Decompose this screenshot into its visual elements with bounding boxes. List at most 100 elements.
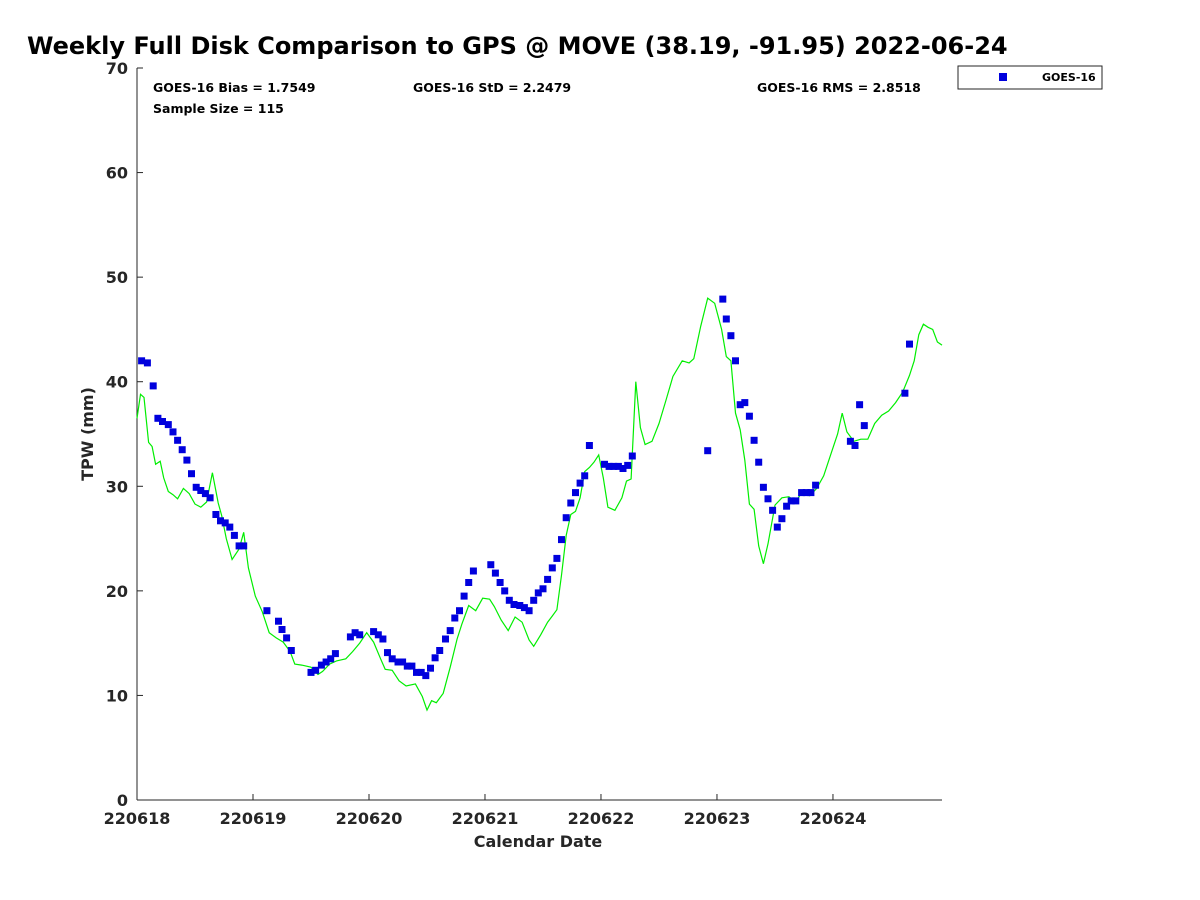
goes16-point — [399, 658, 407, 666]
goes16-point — [755, 458, 763, 466]
goes16-point — [802, 489, 810, 497]
goes16-point — [510, 601, 518, 608]
goes16-point — [431, 654, 439, 662]
goes16-point — [138, 357, 146, 365]
std-stat: GOES-16 StD = 2.2479 — [413, 80, 571, 95]
goes16-point — [183, 456, 191, 464]
rms-stat: GOES-16 RMS = 2.8518 — [757, 80, 921, 95]
goes16-point — [427, 664, 434, 672]
goes16-point — [226, 523, 234, 531]
goes16-point — [149, 382, 157, 390]
goes16-point — [769, 506, 777, 514]
legend: GOES-16 — [957, 65, 1103, 90]
goes16-point — [605, 462, 613, 470]
goes16-point — [221, 519, 229, 527]
goes16-point — [505, 596, 513, 604]
goes16-point — [275, 617, 282, 625]
goes16-point — [379, 635, 387, 643]
goes16-point — [792, 497, 800, 505]
goes16-point — [783, 502, 791, 510]
goes16-point — [520, 604, 528, 612]
goes16-point — [394, 658, 402, 666]
x-tick-label: 220619 — [220, 809, 287, 828]
goes16-point — [188, 470, 195, 478]
goes16-point — [750, 436, 758, 444]
goes16-point — [154, 414, 162, 422]
y-tick-label: 20 — [106, 582, 128, 601]
y-tick-label: 0 — [117, 791, 128, 810]
x-tick-label: 220621 — [452, 809, 519, 828]
goes16-point — [446, 627, 454, 635]
goes16-point — [732, 357, 739, 365]
goes16-point — [901, 389, 909, 397]
goes16-series-layer — [138, 295, 913, 680]
goes16-point — [164, 421, 172, 429]
goes16-point — [851, 442, 859, 449]
goes16-point — [567, 499, 575, 507]
goes16-point — [860, 422, 868, 430]
goes16-point — [178, 446, 186, 454]
y-axis-ticks: 0 10 20 30 40 50 60 70 — [106, 59, 143, 810]
y-axis-label: TPW (mm) — [78, 387, 97, 481]
goes16-point — [727, 332, 735, 340]
gps-tpw-line — [136, 297, 943, 712]
goes16-point — [417, 668, 425, 676]
goes16-point — [346, 633, 354, 641]
goes16-point — [491, 569, 499, 577]
goes16-point — [562, 514, 570, 522]
goes16-point — [544, 575, 552, 583]
y-tick-label: 60 — [106, 164, 128, 183]
goes16-point — [539, 585, 547, 593]
goes16-point — [413, 668, 420, 676]
legend-box — [957, 65, 1103, 90]
goes16-point — [525, 607, 533, 615]
goes16-point — [585, 442, 593, 449]
goes16-point — [192, 483, 200, 491]
goes16-point — [628, 452, 636, 460]
x-tick-label: 220618 — [104, 809, 171, 828]
goes16-point — [408, 662, 416, 670]
goes16-point — [307, 668, 315, 676]
goes16-point — [548, 564, 556, 572]
goes16-point — [704, 447, 712, 455]
goes16-point — [610, 462, 618, 470]
goes16-point — [516, 602, 524, 609]
goes16-point — [496, 579, 504, 586]
goes16-point — [283, 634, 291, 642]
goes16-point — [327, 655, 335, 663]
goes16-point — [278, 626, 286, 633]
goes16-point — [764, 495, 772, 503]
goes16-point — [530, 596, 538, 604]
x-axis-label: Calendar Date — [474, 832, 603, 851]
x-tick-label: 220620 — [336, 809, 403, 828]
x-tick-label: 220622 — [568, 809, 635, 828]
goes16-point — [356, 631, 364, 639]
goes16-point — [436, 647, 444, 654]
goes16-point — [773, 523, 781, 531]
goes16-point — [263, 607, 271, 615]
goes16-point — [456, 607, 463, 615]
goes16-point — [798, 489, 806, 497]
goes16-point — [384, 649, 391, 657]
goes16-point — [351, 629, 359, 637]
legend-marker — [999, 73, 1007, 81]
goes16-point — [159, 418, 166, 425]
goes16-point — [370, 628, 378, 636]
goes16-point — [403, 662, 411, 670]
bias-stat: GOES-16 Bias = 1.7549 — [153, 80, 315, 95]
plot-area — [136, 68, 942, 801]
y-tick-label: 70 — [106, 59, 128, 78]
y-tick-label: 30 — [106, 477, 128, 496]
goes16-point — [719, 295, 727, 303]
goes16-point — [212, 511, 220, 518]
goes16-point — [759, 483, 767, 491]
goes16-point — [601, 460, 608, 468]
y-tick-label: 10 — [106, 686, 128, 705]
goes16-point — [143, 359, 151, 367]
goes16-point — [736, 401, 744, 409]
goes16-point — [787, 497, 795, 505]
sample-size-stat: Sample Size = 115 — [153, 101, 284, 116]
goes16-point — [558, 536, 565, 544]
goes16-point — [451, 614, 459, 622]
